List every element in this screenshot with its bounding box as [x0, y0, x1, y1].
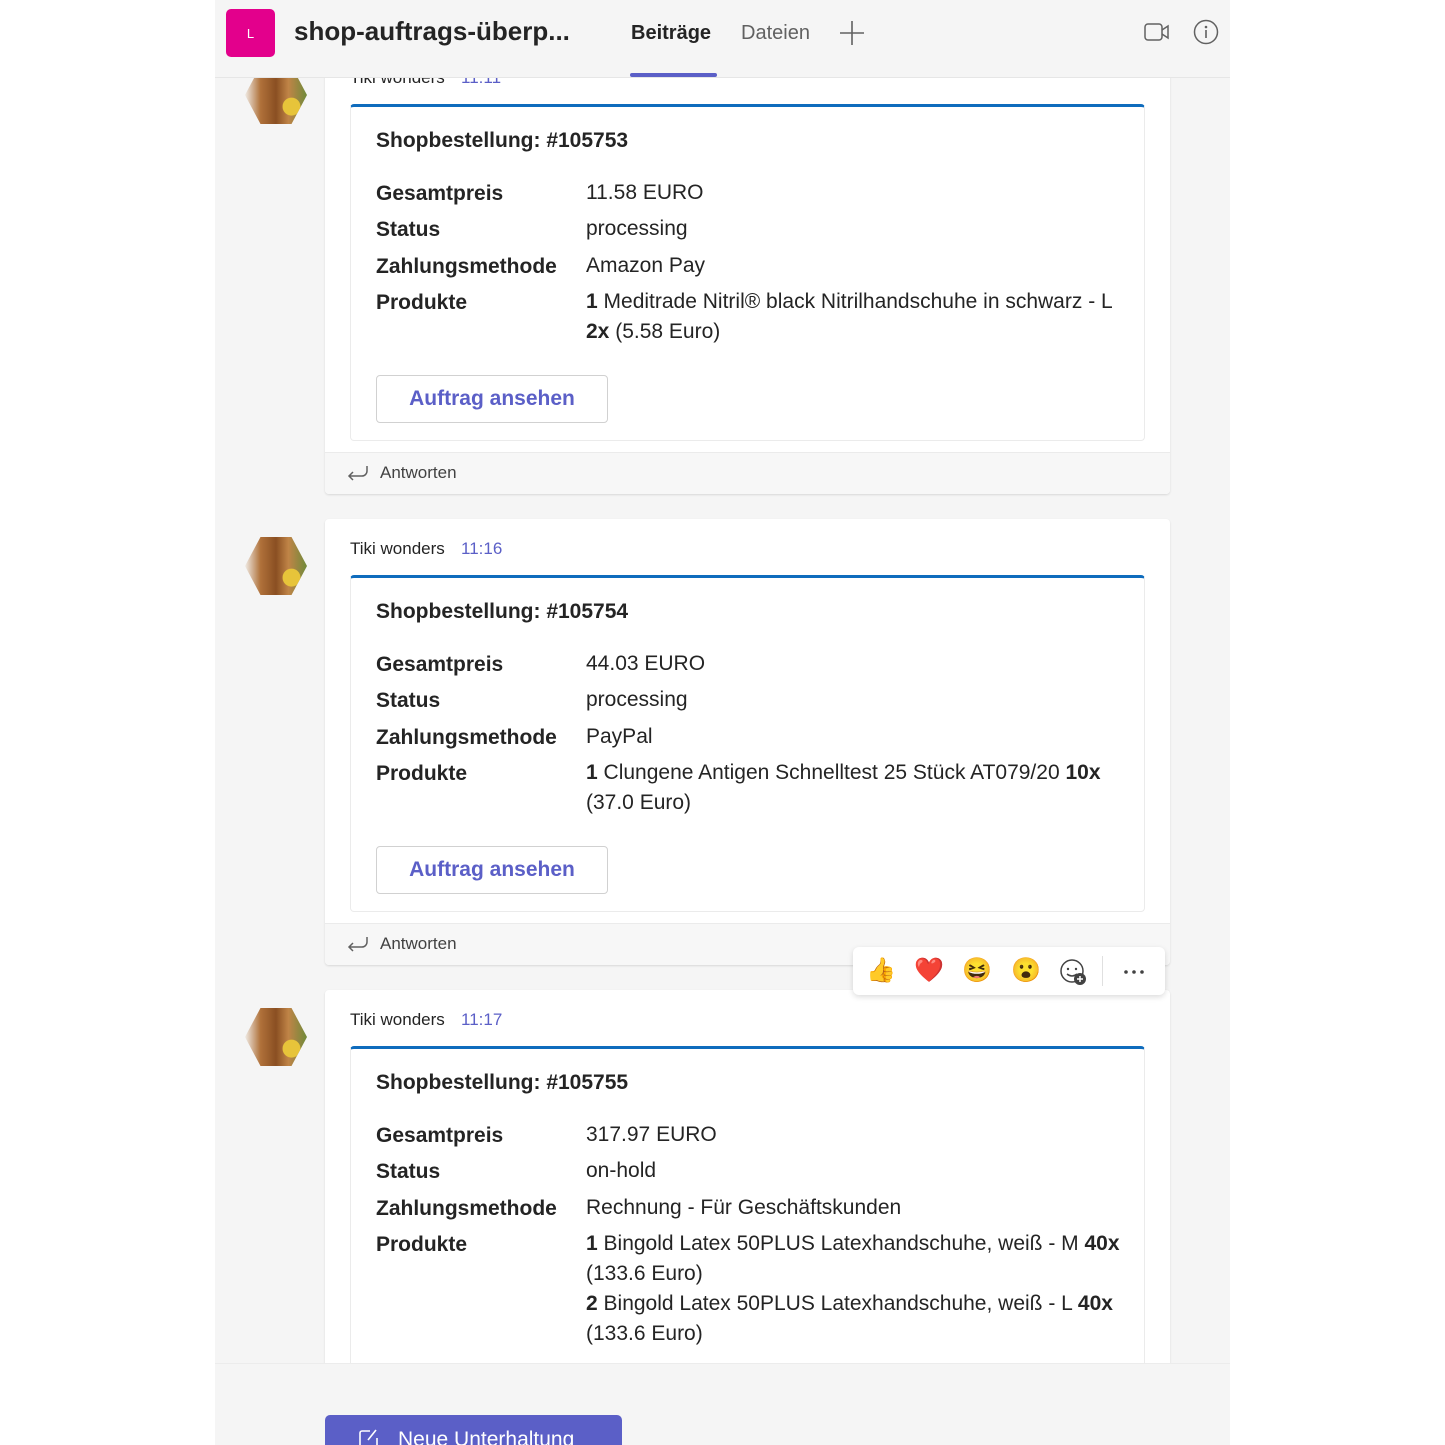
more-options-icon[interactable] [1123, 969, 1145, 975]
timestamp: 11:16 [461, 539, 503, 558]
avatar[interactable] [245, 1008, 307, 1066]
view-order-button[interactable]: Auftrag ansehen [376, 375, 608, 423]
author-name[interactable]: Tiki wonders [350, 1010, 445, 1029]
product-line: 1 Bingold Latex 50PLUS Latexhandschuhe, … [586, 1232, 1120, 1285]
tab-dateien[interactable]: Dateien [741, 22, 810, 44]
reply-icon [347, 937, 368, 952]
compose-icon [359, 1429, 378, 1445]
author-name[interactable]: Tiki wonders [350, 539, 445, 558]
divider [1102, 956, 1103, 986]
reply-button[interactable]: Antworten [325, 452, 1170, 494]
message-feed[interactable]: Tiki wonders 11:11 Shopbestellung: #1057… [215, 0, 1230, 1363]
tab-beitraege[interactable]: Beiträge [631, 22, 712, 44]
teams-channel: Tiki wonders 11:11 Shopbestellung: #1057… [215, 0, 1230, 1445]
info-icon[interactable] [1193, 19, 1219, 45]
order-title: Shopbestellung: #105755 [376, 1071, 629, 1094]
product-line: 2 Bingold Latex 50PLUS Latexhandschuhe, … [586, 1292, 1113, 1345]
order-card: Shopbestellung: #105754 Gesamtpreis 44.03… [350, 575, 1145, 912]
message-card: Tiki wonders 11:11 Shopbestellung: #1057… [325, 48, 1170, 494]
laugh-icon[interactable]: 😆 [962, 957, 992, 984]
avatar[interactable] [245, 537, 307, 595]
view-order-button[interactable]: Auftrag ansehen [376, 846, 608, 894]
compose-area: Neue Unterhaltung [215, 1363, 1230, 1445]
order-card: Shopbestellung: #105755 Gesamtpreis 317.9… [350, 1046, 1145, 1363]
new-conversation-button[interactable]: Neue Unterhaltung [325, 1415, 622, 1445]
active-tab-indicator [630, 73, 717, 77]
plus-icon[interactable] [839, 20, 865, 46]
message-card: Tiki wonders 11:16 Shopbestellung: #1057… [325, 519, 1170, 965]
product-line: 1 Meditrade Nitril® black Nitrilhandschu… [586, 290, 1112, 343]
order-title: Shopbestellung: #105753 [376, 129, 629, 152]
add-reaction-icon[interactable] [1059, 958, 1089, 988]
channel-title: shop-auftrags-überp... [294, 16, 570, 46]
new-conversation-label: Neue Unterhaltung [398, 1428, 575, 1445]
order-title: Shopbestellung: #105754 [376, 600, 629, 623]
reply-icon [347, 466, 368, 481]
channel-header: L shop-auftrags-überp... Beiträge Dateie… [215, 0, 1230, 78]
surprised-icon[interactable]: 😮 [1011, 957, 1041, 984]
timestamp: 11:17 [461, 1010, 503, 1029]
heart-icon[interactable]: ❤️ [914, 957, 944, 984]
order-card: Shopbestellung: #105753 Gesamtpreis 11.58… [350, 104, 1145, 441]
thumbs-up-icon[interactable]: 👍 [866, 957, 896, 984]
team-avatar[interactable]: L [226, 9, 275, 57]
video-camera-icon[interactable] [1144, 22, 1170, 42]
reaction-bar: 👍 ❤️ 😆 😮 [853, 947, 1165, 995]
message-card: Tiki wonders 11:17 Shopbestellung: #1057… [325, 990, 1170, 1363]
product-line: 1 Clungene Antigen Schnelltest 25 Stück … [586, 761, 1101, 814]
